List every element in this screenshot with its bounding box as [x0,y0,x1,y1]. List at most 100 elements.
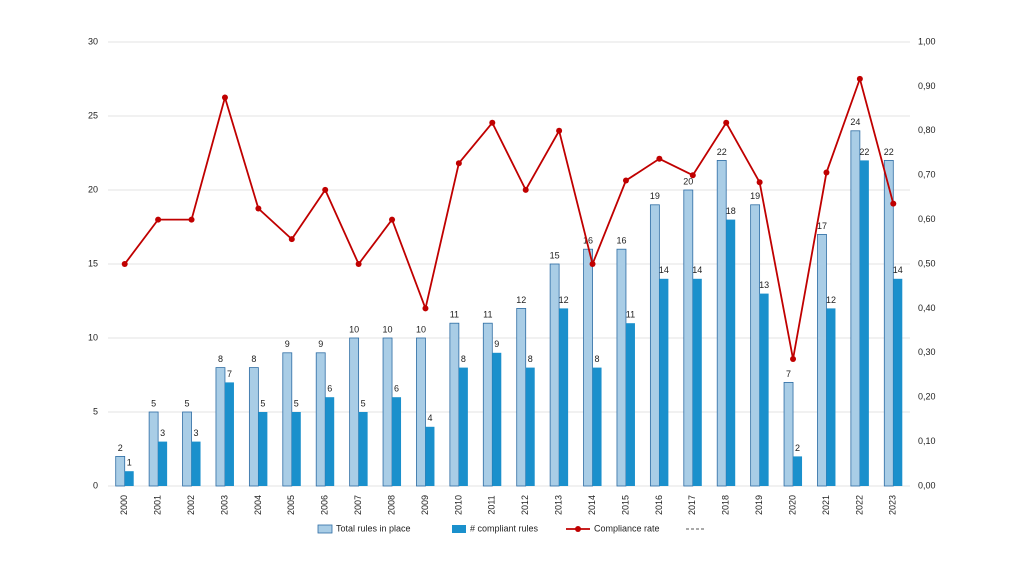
bar [525,367,535,486]
x-tick-label: 2022 [854,495,864,515]
data-label: 22 [884,147,894,157]
bar [793,456,803,486]
x-tick-label: 2018 [721,495,731,515]
data-label: 12 [826,295,836,305]
bar [349,337,360,487]
y-tick-label: 30 [88,36,98,46]
x-tick-label: 2005 [286,495,296,515]
data-label: 13 [759,280,769,290]
bar [191,441,201,486]
data-label: 10 [416,324,426,334]
x-tick-label: 2014 [587,495,597,515]
data-label: 19 [650,191,660,201]
y-tick-label: 10 [88,332,98,342]
line-marker [121,261,128,267]
data-label: 1 [127,458,132,468]
data-label: 14 [659,265,669,275]
bar [148,411,159,487]
y2-tick-label: 0,90 [918,81,936,91]
data-label: 5 [185,398,190,408]
bar [182,411,192,487]
bar [492,352,502,486]
bar [893,278,903,486]
bar [325,397,335,486]
bar [124,471,134,486]
data-label: 8 [595,354,600,364]
x-tick-label: 2008 [386,495,396,515]
data-label: 6 [327,384,332,394]
bar [692,278,702,486]
x-tick-label: 2012 [520,495,530,515]
bar [783,381,794,487]
bar [115,455,126,487]
x-tick-label: 2021 [821,495,831,515]
bar [291,412,301,486]
data-label: 10 [349,324,359,334]
bar [583,248,593,487]
line-marker [221,94,228,101]
x-tick-label: 2016 [654,495,664,515]
line-marker [155,216,162,223]
data-label: 4 [427,413,432,423]
data-label: 12 [559,295,569,305]
data-label: 5 [361,398,366,408]
data-label: 22 [859,147,869,157]
data-label: 5 [294,398,299,408]
data-label: 11 [450,310,459,320]
data-label: 6 [394,384,399,394]
line-marker [790,356,797,363]
data-label: 11 [483,310,492,320]
data-label: 19 [750,191,760,201]
x-tick-label: 2009 [420,495,430,515]
bar [358,412,368,486]
bar [382,337,393,487]
data-label: 24 [850,117,860,127]
data-label: 9 [494,339,499,349]
line-marker [422,305,429,312]
data-label: 16 [616,236,626,246]
y-tick-label: 25 [88,110,98,120]
line-marker [823,169,830,176]
y2-tick-label: 0,80 [918,125,936,135]
line-marker [589,261,596,267]
y2-tick-label: 0,00 [918,480,936,490]
x-tick-label: 2001 [153,495,163,515]
bar [826,308,836,486]
y2-tick-label: 0,30 [918,347,936,357]
line [123,75,895,360]
y2-tick-label: 1,00 [918,36,936,46]
data-label: 8 [461,354,466,364]
data-label: 8 [251,354,256,364]
bar [416,337,426,487]
data-label: 15 [550,250,560,260]
legend-swatch [452,525,466,533]
bar [158,441,168,486]
bar [817,233,827,487]
bar [482,322,493,487]
line-marker [756,179,763,186]
data-label: 14 [692,265,702,275]
x-tick-label: 2019 [754,495,764,515]
data-label: 8 [528,354,533,364]
bar [258,412,268,486]
x-tick-label: 2002 [186,495,196,515]
x-tick-label: 2003 [219,495,229,515]
data-label: 10 [383,324,393,334]
legend-swatch [317,524,333,534]
data-label: 9 [318,339,323,349]
line-marker [255,205,262,212]
y2-tick-label: 0,50 [918,258,936,268]
x-tick-label: 2011 [487,495,497,514]
legend-swatch [575,526,581,532]
legend-label: Compliance rate [594,523,660,533]
line-marker [355,261,362,267]
line-marker [890,200,897,207]
y-tick-label: 15 [88,258,98,268]
line-marker [656,155,663,162]
line-marker [489,119,496,126]
bar [649,204,660,487]
data-label: 2 [118,443,123,453]
line-marker [455,160,462,167]
y2-tick-label: 0,10 [918,436,936,446]
